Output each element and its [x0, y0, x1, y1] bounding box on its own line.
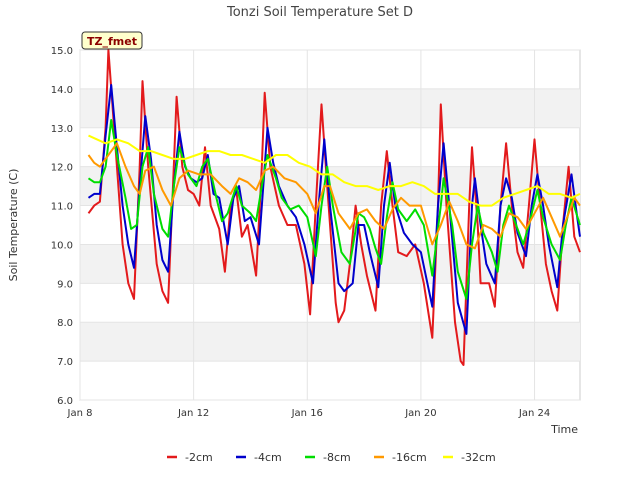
series-lines	[87, 49, 581, 366]
y-tick-label: 10.0	[51, 240, 73, 251]
station-badge-box	[81, 31, 143, 50]
legend-label: -4cm	[254, 451, 282, 464]
series-line-2cmcm	[87, 49, 581, 366]
y-axis-label: Soil Temperature (C)	[7, 169, 20, 282]
legend-label: -2cm	[185, 451, 213, 464]
station-badge: TZ_fmet	[81, 31, 143, 50]
legend-label: -16cm	[392, 451, 427, 464]
x-tick-label: Jan 16	[291, 408, 323, 419]
x-axis-ticks: Jan 8 Jan 12 Jan 16 Jan 20 Jan 24	[67, 50, 550, 419]
legend-label: -8cm	[323, 451, 351, 464]
x-tick-label: Jan 20	[404, 408, 436, 419]
series-line-16cmcm	[87, 142, 581, 250]
x-tick-label: Jan 8	[67, 408, 93, 419]
legend: -2cm -4cm -8cm -16cm -32cm	[167, 451, 496, 464]
x-tick-label: Jan 12	[177, 408, 209, 419]
legend-label: -32cm	[461, 451, 496, 464]
y-tick-label: 7.0	[57, 357, 73, 368]
station-badge-label: TZ_fmet	[87, 35, 137, 48]
series-line-32cmcm	[88, 134, 581, 207]
y-tick-label: 9.0	[57, 279, 73, 290]
y-tick-label: 8.0	[57, 318, 73, 329]
y-tick-label: 14.0	[51, 85, 73, 96]
y-axis-ticks: 6.0 7.0 8.0 9.0 10.0 11.0 12.0 13.0 14.0 15.0	[51, 46, 580, 407]
y-tick-label: 15.0	[51, 46, 73, 57]
y-tick-label: 6.0	[57, 396, 73, 407]
y-tick-label: 11.0	[51, 202, 73, 213]
grid-band	[80, 322, 580, 362]
x-tick-label: Jan 24	[518, 408, 550, 419]
grid-band	[80, 88, 580, 128]
x-axis-label: Time	[550, 423, 578, 436]
series-line-4cmcm	[87, 84, 581, 335]
y-tick-label: 13.0	[51, 124, 73, 135]
y-tick-label: 12.0	[51, 163, 73, 174]
chart-title: Tonzi Soil Temperature Set D	[226, 5, 413, 20]
